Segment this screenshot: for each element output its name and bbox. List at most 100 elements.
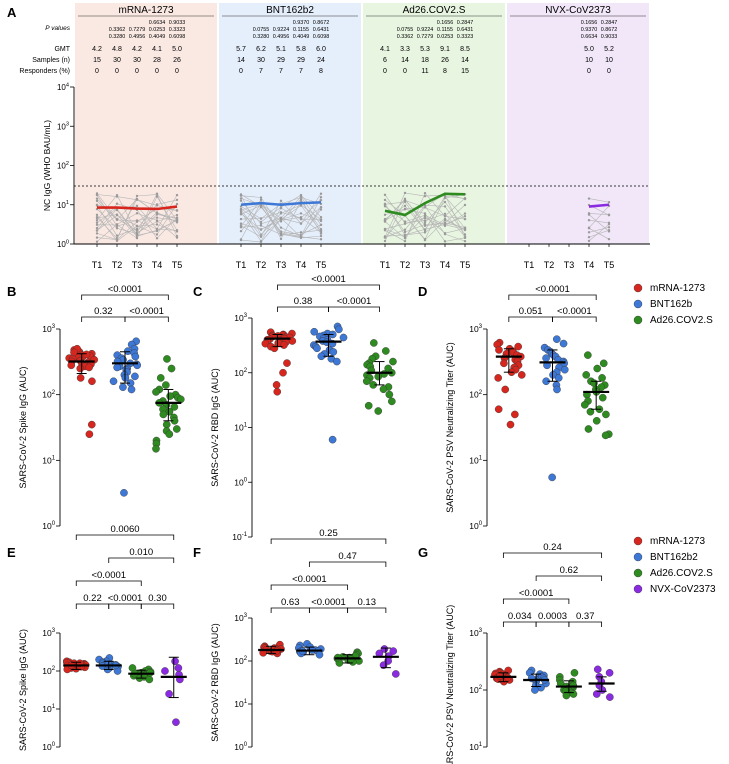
individual-point: [155, 219, 159, 222]
legend-marker: [633, 552, 643, 562]
individual-point: [155, 229, 159, 233]
significance-bracket: [108, 557, 175, 563]
scatter-panel-F: 100 101 102 103 SARS-CoV-2 RBD IgG (AUC) 0.63…: [210, 528, 400, 752]
panel-a-samples-value: 10: [585, 57, 593, 64]
p-value: 0.8672: [601, 27, 618, 33]
individual-point: [259, 228, 263, 231]
row-label-responders: Responders (%): [19, 68, 70, 75]
data-point: [172, 718, 180, 726]
individual-point: [463, 236, 467, 239]
y-tick-label: 101: [42, 704, 55, 714]
y-tick-label: 101: [42, 455, 55, 465]
data-point: [602, 410, 610, 419]
data-point: [163, 355, 171, 363]
timepoint-label: T2: [544, 260, 555, 270]
individual-point: [403, 230, 407, 234]
individual-point: [279, 212, 283, 215]
individual-point: [95, 192, 99, 195]
individual-point: [319, 234, 323, 238]
individual-point: [607, 226, 611, 229]
significance-pvalue: <0.0001: [292, 574, 327, 585]
data-point: [514, 342, 522, 351]
panel-a-gmt-value: 9.1: [440, 46, 450, 53]
individual-point: [155, 204, 159, 207]
individual-point: [443, 240, 447, 243]
individual-point: [279, 206, 283, 210]
individual-point: [95, 197, 99, 200]
significance-pvalue: <0.0001: [108, 284, 143, 295]
scatter-panel-B: 100 101 102 103 SARS-CoV-2 Spike IgG (AUC) 0.…: [18, 284, 185, 531]
legend-label: BNT162b2: [650, 552, 698, 563]
p-value: 0.9033: [169, 20, 186, 26]
individual-point: [403, 239, 407, 243]
significance-pvalue: 0.63: [281, 597, 300, 608]
row-label-pvalues: P values: [45, 25, 70, 32]
p-value: 0.3280: [253, 34, 270, 40]
timepoint-label: T3: [564, 260, 575, 270]
individual-trace: [588, 205, 610, 229]
panel-a-samples-value: 26: [173, 57, 181, 64]
individual-point: [423, 219, 427, 222]
individual-point: [259, 198, 263, 201]
individual-point: [239, 212, 243, 215]
individual-point: [155, 223, 159, 226]
individual-point: [423, 215, 427, 218]
data-point: [145, 675, 154, 684]
individual-trace: [588, 213, 610, 215]
data-point: [162, 381, 170, 389]
individual-point: [279, 199, 283, 202]
panel-label-A: A: [7, 5, 17, 20]
significance-bracket: [270, 607, 310, 613]
data-point: [127, 385, 136, 394]
individual-point: [319, 192, 323, 195]
timepoint-label: T2: [112, 260, 123, 270]
mean-trend-line: [97, 205, 178, 211]
y-tick-label: 101: [234, 699, 247, 709]
data-point: [171, 657, 179, 666]
data-point: [542, 354, 550, 362]
significance-pvalue: 0.47: [338, 551, 357, 562]
panel-a-responders-value: 0: [95, 68, 99, 75]
individual-trace: [588, 227, 610, 233]
panel-a-gmt-value: 6.2: [256, 46, 266, 53]
significance-pvalue: <0.0001: [337, 296, 372, 307]
panel-a-gmt-value: 8.5: [460, 46, 470, 53]
individual-trace: [588, 219, 610, 224]
data-point: [582, 371, 590, 379]
individual-point: [403, 207, 407, 211]
significance-pvalue: 0.24: [543, 542, 562, 553]
data-point: [606, 693, 614, 701]
data-point: [159, 410, 168, 419]
significance-pvalue: 0.38: [294, 296, 313, 307]
individual-point: [383, 236, 387, 239]
individual-point: [115, 224, 119, 228]
individual-point: [443, 212, 447, 216]
data-point: [280, 341, 288, 349]
data-point: [560, 365, 569, 374]
data-point: [584, 351, 592, 359]
individual-point: [587, 239, 591, 243]
individual-point: [587, 235, 591, 239]
data-point: [315, 650, 324, 659]
data-point: [119, 383, 127, 391]
individual-point: [319, 196, 323, 199]
data-point: [370, 339, 378, 347]
panel-a-gmt-value: 5.0: [172, 46, 182, 53]
significance-bracket: [347, 607, 387, 613]
significance-bracket: [270, 584, 349, 590]
data-point: [167, 364, 176, 373]
y-axis-label: SARS-CoV-2 PSV Neutralizing Titer (AUC): [445, 605, 455, 764]
panel-a-responders-value: 0: [587, 68, 591, 75]
individual-point: [383, 239, 387, 243]
scatter-panel-E: 100 101 102 103 SARS-CoV-2 Spike IgG (AUC) 0.…: [18, 524, 187, 752]
scatter-panel-D: 100 101 102 103 SARS-CoV-2 PSV Neutralizing …: [445, 284, 613, 531]
data-point: [152, 388, 160, 396]
individual-trace: [588, 224, 610, 242]
individual-point: [319, 198, 323, 202]
data-point: [329, 348, 338, 356]
individual-point: [155, 212, 159, 215]
p-value: 0.9370: [293, 20, 310, 26]
significance-pvalue: 0.37: [576, 611, 595, 622]
y-tick-label: 102: [57, 161, 69, 171]
individual-point: [95, 226, 99, 230]
